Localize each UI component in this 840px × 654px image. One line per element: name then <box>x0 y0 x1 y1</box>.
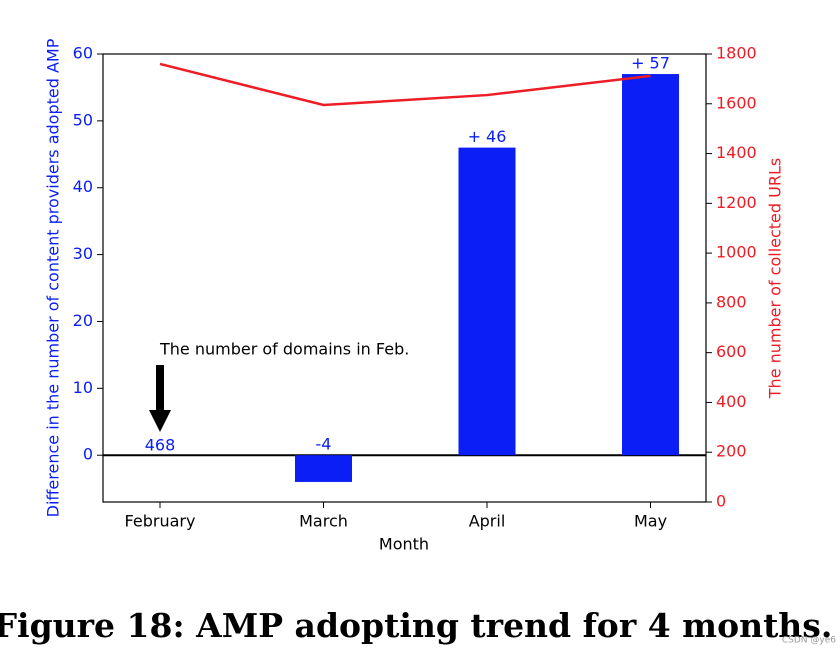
line <box>159 62 651 107</box>
y2-tick-label: 0 <box>716 492 726 511</box>
y2-tick-label: 1600 <box>716 93 757 112</box>
y-tick-label: 30 <box>73 244 93 263</box>
y2-tick-label: 1400 <box>716 143 757 162</box>
y2-tick-label: 1800 <box>716 44 757 63</box>
y-tick-label: 0 <box>83 445 93 464</box>
watermark: CSDN @ye6 <box>782 636 836 646</box>
bar <box>295 455 352 482</box>
value-label: -4 <box>316 435 332 454</box>
y-tick-label: 40 <box>73 177 93 196</box>
y2-tick-label: 1000 <box>716 243 757 262</box>
plot-frame <box>102 53 707 503</box>
y2-tick-label: 400 <box>716 392 747 411</box>
x-tick-label: February <box>125 512 196 531</box>
bar <box>458 147 516 456</box>
y2-axis-title: The number of collected URLs <box>766 158 785 399</box>
y2-tick-label: 200 <box>716 442 747 461</box>
bar <box>622 74 679 456</box>
x-tick-label: May <box>634 512 667 531</box>
y-tick-label: 60 <box>73 44 93 63</box>
x-axis-title: Month <box>379 535 429 554</box>
annotation: The number of domains in Feb. <box>159 340 409 359</box>
y-tick-label: 20 <box>73 311 93 330</box>
y-tick-label: 50 <box>73 110 93 129</box>
value-label: + 57 <box>631 54 670 73</box>
x-tick-label: April <box>469 512 506 531</box>
y2-tick-label: 600 <box>716 342 747 361</box>
y-axis-title: Difference in the number of content prov… <box>44 38 63 517</box>
x-tick-label: March <box>299 512 348 531</box>
figure-caption: Figure 18: AMP adopting trend for 4 mont… <box>0 606 832 645</box>
annotation: 468 <box>145 436 176 455</box>
value-label: + 46 <box>468 127 507 146</box>
y2-tick-label: 1200 <box>716 193 757 212</box>
y2-tick-label: 800 <box>716 292 747 311</box>
arrow <box>149 365 171 432</box>
y-tick-label: 10 <box>73 378 93 397</box>
